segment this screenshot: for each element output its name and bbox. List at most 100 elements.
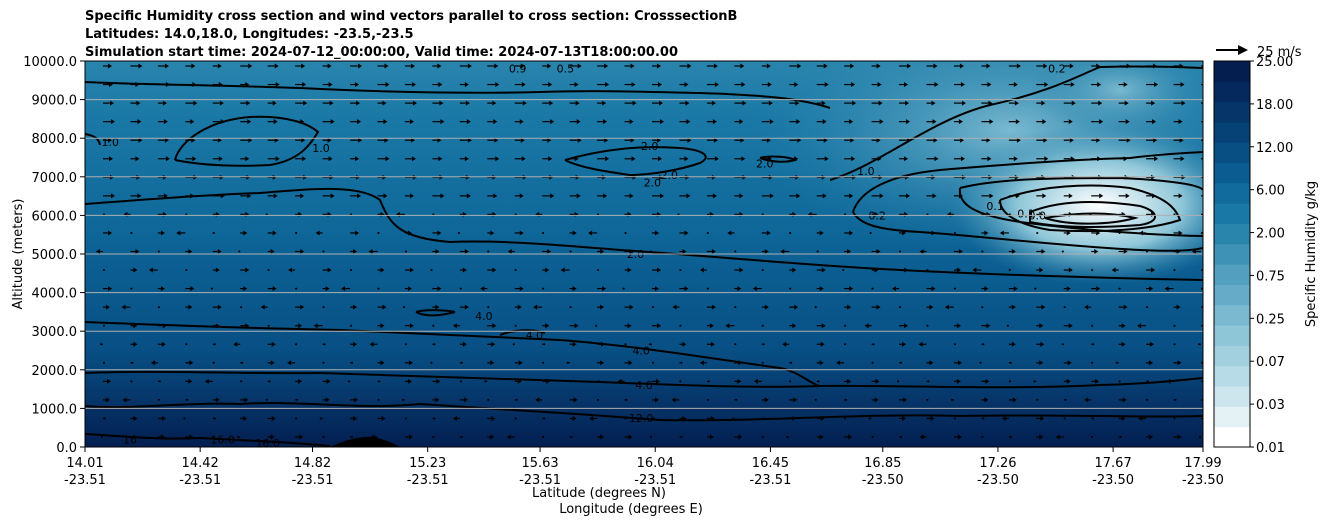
wind-vector-head [462, 267, 467, 273]
wind-vector-head [629, 119, 634, 125]
wind-vector-dot [734, 306, 737, 309]
wind-vector-head [879, 119, 884, 125]
wind-vector-head [1121, 341, 1126, 347]
colorbar-tick-label: 0.01 [1256, 441, 1285, 456]
wind-vector-head [577, 137, 582, 143]
wind-vector-dot [706, 231, 709, 234]
wind-vector-head [961, 100, 966, 106]
wind-vector-head [137, 193, 142, 199]
wind-vector-dot [734, 343, 737, 346]
contour-line [85, 187, 1203, 281]
wind-vector-dot [569, 380, 572, 383]
wind-vector-head [1123, 304, 1128, 310]
y-tick-label: 5000.0 [32, 248, 78, 263]
wind-vector-head [271, 341, 276, 347]
wind-vector-dot [900, 436, 903, 438]
wind-vector-head [824, 156, 829, 162]
wind-vector-head [329, 100, 334, 106]
wind-vector-head [217, 249, 222, 254]
wind-vector-dot [1173, 269, 1176, 272]
wind-vector-dot [900, 361, 903, 364]
colorbar-swatch [1214, 386, 1250, 407]
wind-vector-dot [1091, 324, 1094, 327]
wind-vector-head [849, 286, 854, 292]
wind-vector-dot [322, 306, 325, 309]
wind-vector-dot [624, 343, 627, 346]
wind-vector-head [1153, 137, 1158, 143]
wind-vector-head [437, 230, 442, 236]
wind-vector-dot [542, 231, 545, 234]
wind-vector-head [260, 304, 265, 310]
wind-vector-head [629, 249, 634, 254]
x-tick-label-lat: 16.04 [637, 456, 674, 471]
wind-vector-head [188, 304, 193, 310]
wind-vector-dot [1118, 380, 1121, 383]
wind-vector-head [1204, 323, 1208, 328]
wind-vector-head [302, 156, 307, 162]
x-tick-label-lon: -23.51 [407, 473, 449, 488]
wind-vector-head [932, 193, 937, 199]
wind-vector-head [437, 286, 442, 292]
wind-vector-dot [814, 306, 817, 309]
wind-vector-head [876, 304, 881, 310]
x-tick-label-lat: 14.01 [66, 456, 103, 471]
wind-vector-head [160, 434, 165, 440]
wind-vector-head [111, 119, 115, 125]
wind-vector-head [1179, 63, 1184, 69]
wind-vector-head [903, 397, 908, 403]
wind-vector-head [133, 415, 138, 421]
wind-vector-head [1041, 304, 1046, 310]
wind-vector-head [299, 434, 304, 440]
wind-vector-head [1206, 64, 1210, 69]
wind-vector-head [821, 323, 826, 329]
contour-label: 1.0 [312, 142, 330, 155]
wind-vector-dot [1118, 231, 1121, 234]
wind-vector-head [1176, 249, 1181, 254]
wind-vector-dot [157, 398, 160, 401]
wind-vector-head [892, 286, 897, 292]
wind-vector-head [243, 230, 248, 236]
wind-vector-dot [1009, 361, 1012, 364]
wind-vector-head [409, 119, 414, 125]
wind-vector-head [463, 397, 468, 403]
contour-line [999, 184, 1182, 233]
wind-vector-head [1204, 212, 1208, 217]
wind-vector-dot [625, 398, 628, 401]
wind-vector-head [273, 119, 278, 125]
wind-vector-head [876, 137, 881, 143]
wind-vector-head [189, 360, 194, 366]
wind-vector-head [850, 137, 855, 143]
wind-vector-dot [543, 343, 546, 346]
wind-vector-head [109, 82, 113, 88]
wind-vector-dot [1061, 250, 1064, 253]
wind-vector-head [572, 341, 577, 347]
wind-vector-head [410, 137, 415, 143]
wind-vector-head [535, 397, 540, 403]
wind-vector-head [189, 434, 194, 440]
wind-vector-head [271, 415, 276, 421]
wind-vector-head [742, 100, 747, 106]
wind-vector-dot [1173, 417, 1176, 420]
wind-vector-dot [515, 398, 518, 401]
wind-vector-head [1016, 63, 1021, 69]
wind-vector-head [550, 193, 555, 199]
wind-vector-head [576, 119, 581, 125]
x-tick-label-lat: 14.82 [294, 456, 331, 471]
wind-vector-head [287, 360, 292, 366]
wind-vector-dot [460, 436, 463, 438]
wind-vector-dot [484, 380, 487, 383]
wind-vector-dot [213, 417, 216, 420]
wind-vector-dot [514, 417, 517, 420]
wind-vector-head [792, 267, 797, 273]
wind-vector-head [836, 360, 841, 366]
colorbar-swatch [1214, 406, 1250, 428]
wind-vector-head [1070, 82, 1075, 88]
wind-vector-head [572, 230, 577, 236]
wind-vector-head [122, 397, 127, 403]
wind-vector-head [960, 82, 965, 88]
wind-vector-head [358, 63, 363, 69]
contour-label: 12.0 [629, 412, 654, 425]
wind-vector-dot [267, 269, 270, 272]
wind-vector-head [929, 360, 934, 366]
wind-vector-dot [514, 324, 517, 327]
